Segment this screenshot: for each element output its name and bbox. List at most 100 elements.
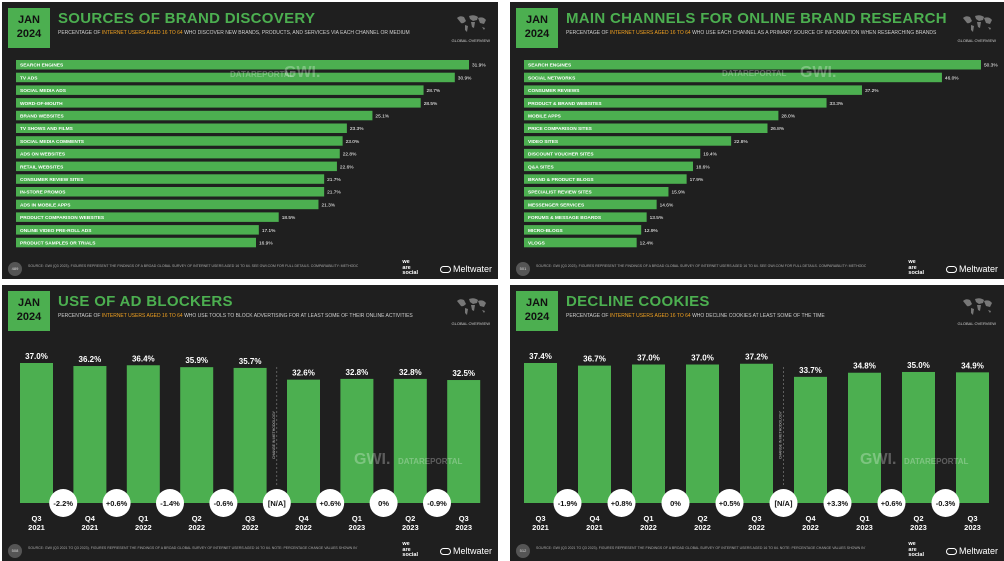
page-subtitle: PERCENTAGE OF INTERNET USERS AGED 16 TO … (58, 313, 413, 319)
map-label: GLOBAL OVERVIEW (451, 321, 490, 326)
value-label: 30.9% (458, 75, 472, 81)
change-label: +0.6% (319, 499, 341, 508)
category-label-quarter: Q3 (751, 514, 761, 523)
category-label: FORUMS & MESSAGE BOARDS (528, 215, 602, 221)
value-label: 32.6% (292, 369, 315, 378)
bar (16, 85, 424, 95)
was-line-3: social (402, 270, 418, 276)
value-label: 21.3% (321, 202, 335, 208)
category-label-year: 2023 (349, 523, 366, 532)
category-label-year: 2023 (455, 523, 472, 532)
category-label: BRAND WEBSITES (20, 114, 65, 120)
category-label: BRAND & PRODUCT BLOGS (528, 177, 594, 183)
was-line-1: we (908, 541, 916, 547)
bar (16, 174, 325, 184)
page-subtitle: PERCENTAGE OF INTERNET USERS AGED 16 TO … (566, 313, 825, 319)
page-title: SOURCES OF BRAND DISCOVERY (58, 10, 316, 27)
bar (524, 98, 827, 108)
category-label-quarter: Q3 (31, 514, 41, 523)
change-circle (823, 489, 852, 517)
chart-ad-blockers: 37.0%Q3202136.2%Q4202136.4%Q1202235.9%Q2… (20, 352, 481, 532)
value-label: 36.2% (79, 355, 102, 364)
bar (16, 98, 421, 108)
value-label: 16.9% (259, 241, 273, 247)
category-label-year: 2022 (694, 523, 711, 532)
category-label-quarter: Q2 (913, 514, 923, 523)
category-label: ADS IN MOBILE APPS (20, 202, 71, 208)
bar (740, 363, 773, 503)
subtitle-pre: PERCENTAGE OF (566, 30, 610, 36)
bar (524, 187, 669, 197)
page-title: DECLINE COOKIES (566, 293, 710, 310)
bar (524, 136, 732, 146)
bar (524, 237, 637, 248)
value-label: 32.8% (346, 368, 369, 377)
footer: 489 SOURCE: GWI (Q3 2023). FIGURES REPRE… (8, 259, 492, 277)
change-label: +0.6% (881, 499, 903, 508)
was-line-1: we (908, 259, 916, 265)
category-label-quarter: Q3 (535, 514, 545, 523)
source-note: SOURCE: GWI (Q3 2021 TO Q3 2023). FIGURE… (536, 546, 866, 550)
bar (848, 372, 881, 503)
map-label: GLOBAL OVERVIEW (957, 321, 996, 326)
value-label: 37.0% (691, 353, 714, 362)
change-label: 0% (378, 499, 389, 508)
category-label-quarter: Q3 (245, 514, 255, 523)
meltwater-logo: Meltwater (945, 264, 998, 274)
bar (524, 60, 981, 70)
page-number: 508 (8, 544, 22, 558)
bar (632, 364, 665, 503)
change-label: +0.8% (611, 499, 633, 508)
category-label-year: 2023 (910, 523, 927, 532)
change-circle (316, 489, 345, 517)
was-line-2: are (402, 546, 411, 553)
was-line-1: we (402, 259, 410, 265)
change-circle (209, 489, 238, 517)
subtitle-highlight: INTERNET USERS AGED 16 TO 64 (609, 30, 691, 36)
category-label-quarter: Q2 (697, 514, 707, 523)
footer: 501 SOURCE: GWI (Q3 2023). FIGURES REPRE… (516, 259, 998, 276)
value-label: 35.0% (907, 361, 930, 370)
category-label: VLOGS (528, 241, 546, 247)
change-circle (156, 489, 184, 517)
change-label: -0.3% (936, 499, 956, 508)
bar (287, 379, 320, 503)
world-map-icon (457, 298, 486, 315)
category-label-year: 2022 (640, 523, 657, 532)
subtitle-post: WHO USE EACH CHANNEL AS A PRIMARY SOURCE… (690, 30, 937, 36)
value-label: 33.7% (799, 366, 822, 375)
bar (524, 225, 642, 235)
value-label: 19.4% (703, 152, 717, 158)
value-label: 37.2% (865, 88, 879, 94)
we-are-social-logo: we are social (402, 259, 418, 277)
source-note: SOURCE: GWI (Q3 2021 TO Q3 2023). FIGURE… (28, 546, 358, 550)
map-label: GLOBAL OVERVIEW (957, 38, 996, 43)
category-label-quarter: Q2 (405, 514, 415, 523)
we-are-social-logo: we are social (402, 541, 418, 559)
bar (126, 365, 160, 503)
value-label: 31.9% (472, 63, 486, 69)
value-label: 37.4% (529, 352, 552, 361)
subtitle-post: WHO USE TOOLS TO BLOCK ADVERTISING FOR A… (182, 313, 413, 319)
bar (447, 380, 481, 503)
value-label: 21.7% (327, 177, 341, 183)
category-label-quarter: Q3 (967, 514, 977, 523)
category-label: PRODUCT COMPARISON WEBSITES (20, 215, 105, 221)
date-year: 2024 (16, 311, 42, 323)
category-label-year: 2021 (586, 523, 603, 532)
was-line-3: social (908, 270, 924, 276)
page-number: 489 (8, 262, 22, 276)
value-label: 37.2% (745, 353, 768, 362)
category-label: MESSENGER SERVICES (528, 202, 585, 208)
value-label: 26.8% (770, 126, 784, 132)
value-label: 32.5% (452, 369, 475, 378)
bar (20, 363, 53, 503)
watermark-datareportal: DATAREPORTAL (398, 457, 463, 466)
bar (16, 148, 340, 159)
value-label: 37.0% (637, 353, 660, 362)
category-label-year: 2022 (748, 523, 765, 532)
category-label: ONLINE VIDEO PRE-ROLL ADS (20, 228, 92, 234)
change-label: +0.5% (719, 499, 741, 508)
chart-brand-research: SEARCH ENGINES 50.3% SOCIAL NETWORKS 46.0% C… (524, 60, 998, 248)
subtitle-pre: PERCENTAGE OF (58, 30, 102, 36)
